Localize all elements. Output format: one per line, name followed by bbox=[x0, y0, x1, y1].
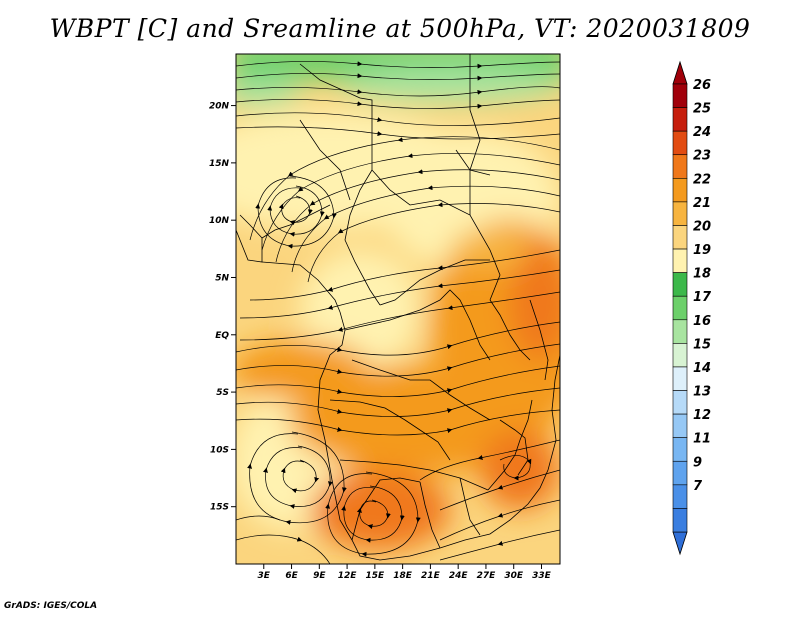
x-tick-label: 9E bbox=[313, 571, 326, 581]
x-tick-label: 24E bbox=[449, 571, 469, 581]
colorbar-label: 13 bbox=[693, 385, 711, 400]
y-tick-label: 5N bbox=[215, 273, 229, 283]
colorbar-label: 19 bbox=[693, 243, 711, 258]
y-tick-label: 10N bbox=[209, 216, 230, 226]
colorbar-label: 18 bbox=[693, 267, 711, 282]
colorbar-swatch bbox=[672, 437, 688, 462]
map-frame bbox=[235, 53, 561, 565]
colorbar-swatch bbox=[672, 272, 688, 297]
colorbar-label: 16 bbox=[693, 314, 711, 329]
colorbar-label: 21 bbox=[693, 196, 711, 211]
colorbar-swatch bbox=[672, 390, 688, 415]
x-tick-label: 18E bbox=[393, 571, 413, 581]
colorbar-swatch bbox=[672, 225, 688, 250]
y-tick-label: 5S bbox=[216, 388, 229, 398]
streamlines bbox=[236, 61, 560, 564]
y-tick-label: EQ bbox=[215, 331, 229, 341]
colorbar-label: 22 bbox=[693, 172, 711, 187]
y-tick-label: 15N bbox=[209, 159, 230, 169]
longitude-axis: 3E 6E 9E 12E 15E 18E 21E 24E 27E 30E 33E bbox=[258, 564, 552, 581]
map-title: WBPT [C] and Sreamline at 500hPa, VT: 20… bbox=[49, 14, 751, 43]
colorbar-swatch bbox=[672, 460, 688, 486]
colorbar-swatch bbox=[672, 366, 688, 391]
colorbar-label: 11 bbox=[693, 432, 711, 447]
colorbar-swatch bbox=[672, 83, 688, 108]
colorbar-label: 12 bbox=[693, 408, 711, 423]
colorbar-swatch bbox=[672, 248, 688, 273]
colorbar-swatch bbox=[672, 201, 688, 226]
colorbar-low-arrow bbox=[672, 531, 688, 556]
colorbar-swatch bbox=[672, 508, 688, 533]
y-tick-label: 10S bbox=[210, 445, 229, 455]
wbpt-shading bbox=[236, 54, 560, 564]
latitude-axis: 20N 15N 10N 5N EQ 5S 10S 15S bbox=[209, 102, 236, 513]
y-tick-label: 20N bbox=[209, 102, 230, 112]
x-tick-label: 12E bbox=[338, 571, 358, 581]
x-tick-label: 30E bbox=[504, 571, 524, 581]
colorbar-label: 9 bbox=[693, 455, 702, 470]
colorbar-swatch bbox=[672, 484, 688, 509]
footer-credit: GrADS: IGES/COLA bbox=[4, 601, 98, 611]
colorbar-swatch bbox=[672, 295, 688, 321]
colorbar-label: 24 bbox=[693, 125, 711, 140]
x-tick-label: 15E bbox=[366, 571, 386, 581]
colorbar-high-arrow bbox=[672, 60, 688, 85]
x-tick-label: 3E bbox=[258, 571, 271, 581]
x-tick-label: 21E bbox=[421, 571, 441, 581]
x-tick-label: 33E bbox=[532, 571, 552, 581]
colorbar-swatch bbox=[672, 130, 688, 156]
colorbar-swatch bbox=[672, 319, 688, 344]
x-tick-label: 6E bbox=[285, 571, 298, 581]
colorbar-label: 20 bbox=[693, 219, 711, 234]
colorbar-label: 23 bbox=[693, 149, 711, 164]
colorbar-swatch bbox=[672, 178, 688, 203]
colorbar-label: 7 bbox=[693, 479, 703, 494]
colorbar-swatch bbox=[672, 413, 688, 438]
colorbar-label: 14 bbox=[693, 361, 711, 376]
colorbar-label: 26 bbox=[693, 78, 711, 93]
x-tick-label: 27E bbox=[477, 571, 497, 581]
colorbar: 26 25 24 23 22 21 20 19 18 17 16 15 14 13 12 11 9 7 bbox=[672, 60, 712, 556]
colorbar-swatch bbox=[672, 154, 688, 179]
colorbar-label: 15 bbox=[693, 337, 711, 352]
y-tick-label: 15S bbox=[210, 503, 229, 513]
colorbar-swatch bbox=[672, 343, 688, 368]
colorbar-label: 25 bbox=[693, 102, 711, 117]
colorbar-swatch bbox=[672, 107, 688, 132]
colorbar-label: 17 bbox=[693, 290, 712, 305]
